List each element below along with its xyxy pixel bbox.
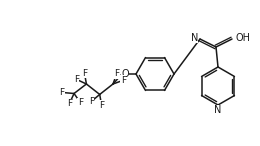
Text: OH: OH [236, 33, 251, 43]
Text: F: F [121, 76, 126, 85]
Text: F: F [74, 75, 79, 84]
Text: O: O [121, 69, 129, 79]
Text: N: N [214, 105, 222, 115]
Text: N: N [191, 33, 198, 43]
Text: F: F [114, 69, 119, 78]
Text: F: F [78, 98, 83, 107]
Text: F: F [89, 97, 94, 106]
Text: F: F [82, 69, 87, 78]
Text: F: F [67, 99, 72, 108]
Text: F: F [99, 101, 104, 110]
Text: F: F [60, 88, 65, 97]
